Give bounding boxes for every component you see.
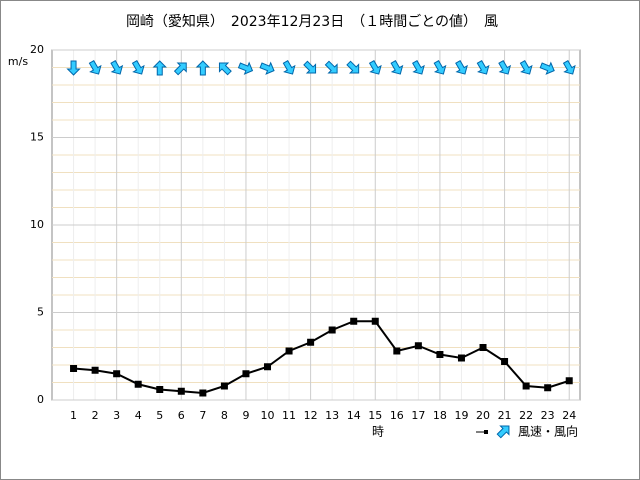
y-tick-label: 10 xyxy=(30,218,44,231)
y-tick-label: 0 xyxy=(37,393,44,406)
y-tick-label: 15 xyxy=(30,131,44,144)
x-tick-label: 24 xyxy=(562,409,576,422)
speed-point xyxy=(91,366,99,374)
direction-arrow xyxy=(259,61,275,75)
legend-label: 風速・風向 xyxy=(518,424,578,439)
direction-arrow xyxy=(368,60,382,75)
direction-arrow xyxy=(282,60,296,75)
x-tick-label: 13 xyxy=(325,409,339,422)
x-axis-label: 時 xyxy=(372,425,384,439)
x-tick-label: 22 xyxy=(519,409,533,422)
direction-arrow xyxy=(110,60,124,75)
speed-point xyxy=(328,326,336,334)
speed-point xyxy=(113,370,121,378)
y-tick-label: 20 xyxy=(30,43,44,56)
x-tick-label: 21 xyxy=(498,409,512,422)
speed-point xyxy=(436,351,444,358)
direction-arrow xyxy=(195,60,211,76)
legend-point-icon xyxy=(484,430,488,434)
direction-arrow xyxy=(433,60,447,75)
speed-point xyxy=(264,363,272,371)
speed-point xyxy=(565,377,573,385)
direction-arrow xyxy=(218,62,232,76)
direction-arrow xyxy=(455,60,468,75)
x-tick-label: 18 xyxy=(433,409,447,422)
direction-arrow xyxy=(476,60,490,75)
x-tick-label: 23 xyxy=(541,409,555,422)
direction-arrow xyxy=(346,60,360,74)
direction-arrow xyxy=(237,61,254,75)
x-tick-label: 19 xyxy=(454,409,468,422)
speed-point xyxy=(177,387,185,395)
direction-arrow xyxy=(152,60,167,76)
direction-arrow xyxy=(131,60,145,75)
x-tick-label: 8 xyxy=(221,409,228,422)
x-tick-label: 14 xyxy=(347,409,361,422)
direction-arrow xyxy=(303,60,317,74)
speed-line xyxy=(73,320,570,395)
speed-point xyxy=(285,347,293,355)
speed-point xyxy=(199,389,207,397)
speed-point xyxy=(350,317,358,325)
x-tick-label: 4 xyxy=(135,409,142,422)
x-tick-label: 3 xyxy=(113,409,120,422)
speed-point xyxy=(307,338,315,346)
chart-title: 岡崎（愛知県） 2023年12月23日 （１時間ごとの値） 風 xyxy=(126,13,498,30)
x-tick-label: 6 xyxy=(178,409,185,422)
legend-arrow-icon xyxy=(496,425,510,439)
direction-arrow xyxy=(173,62,187,76)
x-tick-label: 12 xyxy=(304,409,318,422)
direction-arrow xyxy=(412,60,425,75)
speed-point xyxy=(457,354,465,362)
x-tick-label: 15 xyxy=(368,409,382,422)
direction-arrow xyxy=(324,60,338,74)
speed-point xyxy=(371,317,379,325)
direction-arrow xyxy=(498,60,512,75)
speed-point xyxy=(70,365,78,372)
speed-point xyxy=(479,344,487,351)
x-tick-label: 1 xyxy=(70,409,77,422)
speed-point xyxy=(393,347,401,355)
x-tick-label: 5 xyxy=(156,409,163,422)
direction-arrow xyxy=(88,60,102,75)
direction-arrow xyxy=(390,60,404,75)
x-tick-label: 2 xyxy=(92,409,99,422)
speed-point xyxy=(156,386,164,393)
y-tick-label: 5 xyxy=(37,306,44,319)
speed-point xyxy=(522,382,530,390)
direction-arrow xyxy=(539,61,555,75)
speed-point xyxy=(544,384,552,392)
direction-arrow xyxy=(519,60,533,75)
x-tick-label: 17 xyxy=(411,409,425,422)
speed-point xyxy=(501,358,509,365)
speed-point xyxy=(134,380,142,388)
x-tick-label: 11 xyxy=(282,409,296,422)
x-tick-label: 9 xyxy=(242,409,249,422)
x-tick-label: 7 xyxy=(199,409,206,422)
speed-point xyxy=(220,382,228,390)
x-tick-label: 20 xyxy=(476,409,490,422)
direction-arrow xyxy=(66,60,81,76)
speed-point xyxy=(242,370,250,378)
x-tick-label: 16 xyxy=(390,409,404,422)
x-tick-label: 10 xyxy=(261,409,275,422)
y-axis-label: m/s xyxy=(8,55,28,68)
direction-arrow xyxy=(562,60,576,75)
speed-point xyxy=(414,342,422,350)
